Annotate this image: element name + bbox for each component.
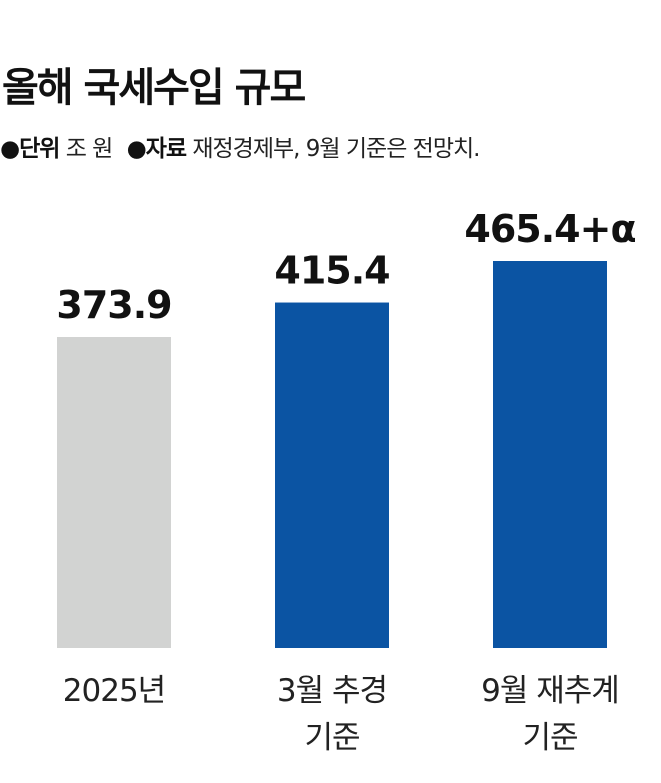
- category-label-2-line-1: 3월 추경: [277, 673, 387, 709]
- unit-value: 조 원: [65, 136, 114, 162]
- bar-value-label-2: 415.4: [274, 249, 389, 293]
- chart-title: 올해 국세수입 규모: [2, 65, 306, 111]
- source-value: 재정경제부, 9월 기준은 전망치.: [192, 136, 480, 162]
- category-label-3-line-1: 9월 재추계: [481, 673, 619, 709]
- bar-3: [493, 261, 607, 648]
- category-label-1-line-1: 2025년: [63, 673, 165, 709]
- bar-1: [57, 337, 171, 648]
- unit-key: ●단위: [0, 136, 60, 162]
- category-label-2-line-2: 기준: [304, 720, 359, 756]
- bar-2: [275, 302, 389, 648]
- bar-value-label-1: 373.9: [56, 283, 171, 327]
- chart-meta: ●단위 조 원 ●자료 재정경제부, 9월 기준은 전망치.: [0, 136, 480, 164]
- source-key: ●자료: [126, 136, 187, 162]
- bar-value-label-3: 465.4+α: [464, 207, 635, 251]
- category-label-3-line-2: 기준: [522, 720, 577, 756]
